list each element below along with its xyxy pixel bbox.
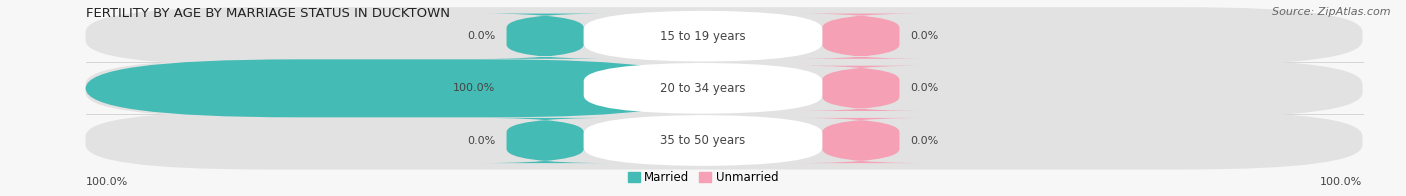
FancyBboxPatch shape (86, 112, 1362, 170)
Text: 15 to 19 years: 15 to 19 years (661, 30, 745, 43)
Text: 0.0%: 0.0% (911, 135, 939, 145)
FancyBboxPatch shape (796, 118, 925, 163)
Text: 35 to 50 years: 35 to 50 years (661, 134, 745, 147)
FancyBboxPatch shape (583, 115, 823, 166)
FancyBboxPatch shape (86, 59, 703, 117)
Text: 100.0%: 100.0% (453, 83, 495, 93)
FancyBboxPatch shape (481, 14, 610, 59)
Text: 20 to 34 years: 20 to 34 years (661, 82, 745, 95)
FancyBboxPatch shape (583, 11, 823, 62)
FancyBboxPatch shape (86, 59, 1362, 117)
Legend: Married, Unmarried: Married, Unmarried (623, 166, 783, 189)
Text: 100.0%: 100.0% (1320, 177, 1362, 187)
Text: Source: ZipAtlas.com: Source: ZipAtlas.com (1272, 7, 1391, 17)
FancyBboxPatch shape (481, 118, 610, 163)
Text: 100.0%: 100.0% (86, 177, 128, 187)
Text: 0.0%: 0.0% (911, 83, 939, 93)
Text: 0.0%: 0.0% (911, 31, 939, 41)
Text: 0.0%: 0.0% (467, 31, 495, 41)
FancyBboxPatch shape (796, 14, 925, 59)
FancyBboxPatch shape (86, 7, 1362, 65)
FancyBboxPatch shape (796, 66, 925, 111)
Text: 0.0%: 0.0% (467, 135, 495, 145)
FancyBboxPatch shape (583, 63, 823, 114)
Text: FERTILITY BY AGE BY MARRIAGE STATUS IN DUCKTOWN: FERTILITY BY AGE BY MARRIAGE STATUS IN D… (86, 7, 450, 20)
FancyBboxPatch shape (481, 66, 610, 111)
